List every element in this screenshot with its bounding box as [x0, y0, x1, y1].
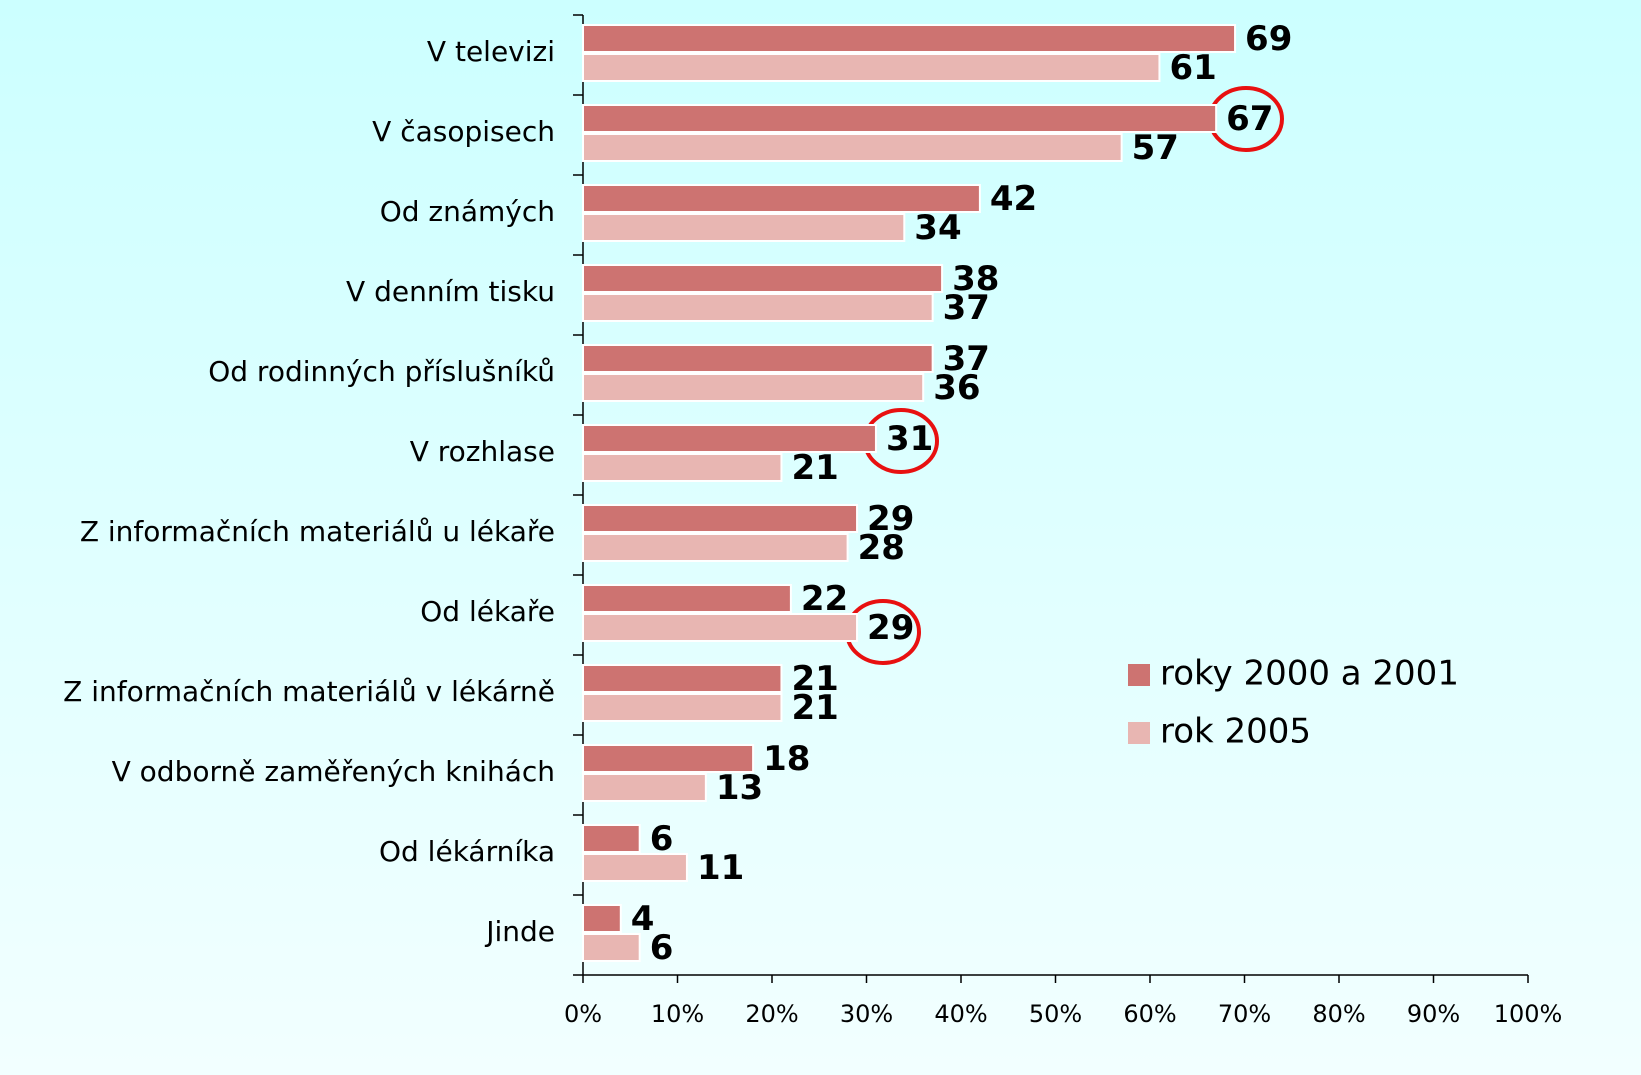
bar: [582, 824, 641, 853]
x-tick-label: 30%: [840, 1000, 893, 1028]
category-label: Z informačních materiálů v lékárně: [63, 675, 555, 708]
category-label: Od známých: [380, 195, 555, 228]
value-label: 42: [990, 179, 1037, 219]
value-label: 21: [791, 659, 838, 699]
category-label: V odborně zaměřených knihách: [112, 755, 555, 788]
legend-label: roky 2000 a 2001: [1160, 654, 1459, 694]
bar: [582, 664, 783, 693]
value-label: 21: [791, 688, 838, 728]
category-label: Od rodinných příslušníků: [208, 355, 555, 388]
x-tick-label: 80%: [1312, 1000, 1365, 1028]
bar: [582, 613, 859, 642]
legend-swatch: [1128, 664, 1150, 686]
bar: [582, 184, 981, 213]
category-label: V denním tisku: [346, 275, 555, 308]
value-label: 6: [650, 819, 674, 859]
value-label: 6: [650, 928, 674, 968]
legend-label: rok 2005: [1160, 712, 1311, 752]
bar: [582, 373, 925, 402]
bar: [582, 104, 1218, 133]
x-tick-label: 10%: [651, 1000, 704, 1028]
x-tick-label: 0%: [564, 1000, 602, 1028]
value-label: 18: [763, 739, 810, 779]
bar: [582, 773, 707, 802]
value-label: 61: [1169, 48, 1216, 88]
legend-swatch: [1128, 722, 1150, 744]
value-label: 21: [791, 448, 838, 488]
value-label: 37: [943, 339, 990, 379]
bar: [582, 213, 906, 242]
x-tick-label: 90%: [1407, 1000, 1460, 1028]
bar: [582, 453, 783, 482]
value-label: 4: [631, 899, 655, 939]
value-label: 38: [952, 259, 999, 299]
category-label: V televizi: [427, 35, 555, 68]
value-label: 13: [716, 768, 763, 808]
bar: [582, 344, 934, 373]
category-label: Od lékaře: [420, 595, 555, 628]
x-tick-label: 100%: [1494, 1000, 1563, 1028]
bar: [582, 584, 792, 613]
x-tick-label: 60%: [1123, 1000, 1176, 1028]
bar: [582, 424, 877, 453]
value-label: 29: [867, 608, 914, 648]
category-label: Jinde: [484, 915, 555, 948]
bar: [582, 264, 944, 293]
bar: [582, 293, 934, 322]
bar: [582, 904, 622, 933]
bar: [582, 853, 688, 882]
value-label: 67: [1226, 99, 1273, 139]
value-label: 57: [1132, 128, 1179, 168]
bar: [582, 504, 859, 533]
value-label: 11: [697, 848, 744, 888]
value-label: 28: [858, 528, 905, 568]
x-tick-label: 40%: [934, 1000, 987, 1028]
value-label: 31: [886, 419, 933, 459]
value-label: 29: [867, 499, 914, 539]
category-label: V časopisech: [372, 115, 555, 148]
bar: [582, 533, 849, 562]
category-label: Od lékárníka: [379, 835, 555, 868]
x-tick-label: 20%: [745, 1000, 798, 1028]
x-tick-label: 70%: [1218, 1000, 1271, 1028]
value-label: 22: [801, 579, 848, 619]
value-label: 37: [943, 288, 990, 328]
bar: [582, 933, 641, 962]
bar: [582, 693, 783, 722]
value-label: 69: [1245, 19, 1292, 59]
bar: [582, 744, 755, 773]
value-label: 36: [933, 368, 980, 408]
bar: [582, 53, 1161, 82]
category-label: Z informačních materiálů u lékaře: [80, 515, 555, 548]
bar: [582, 24, 1237, 53]
x-tick-label: 50%: [1029, 1000, 1082, 1028]
value-label: 34: [914, 208, 961, 248]
category-label: V rozhlase: [410, 435, 555, 468]
bar: [582, 133, 1123, 162]
